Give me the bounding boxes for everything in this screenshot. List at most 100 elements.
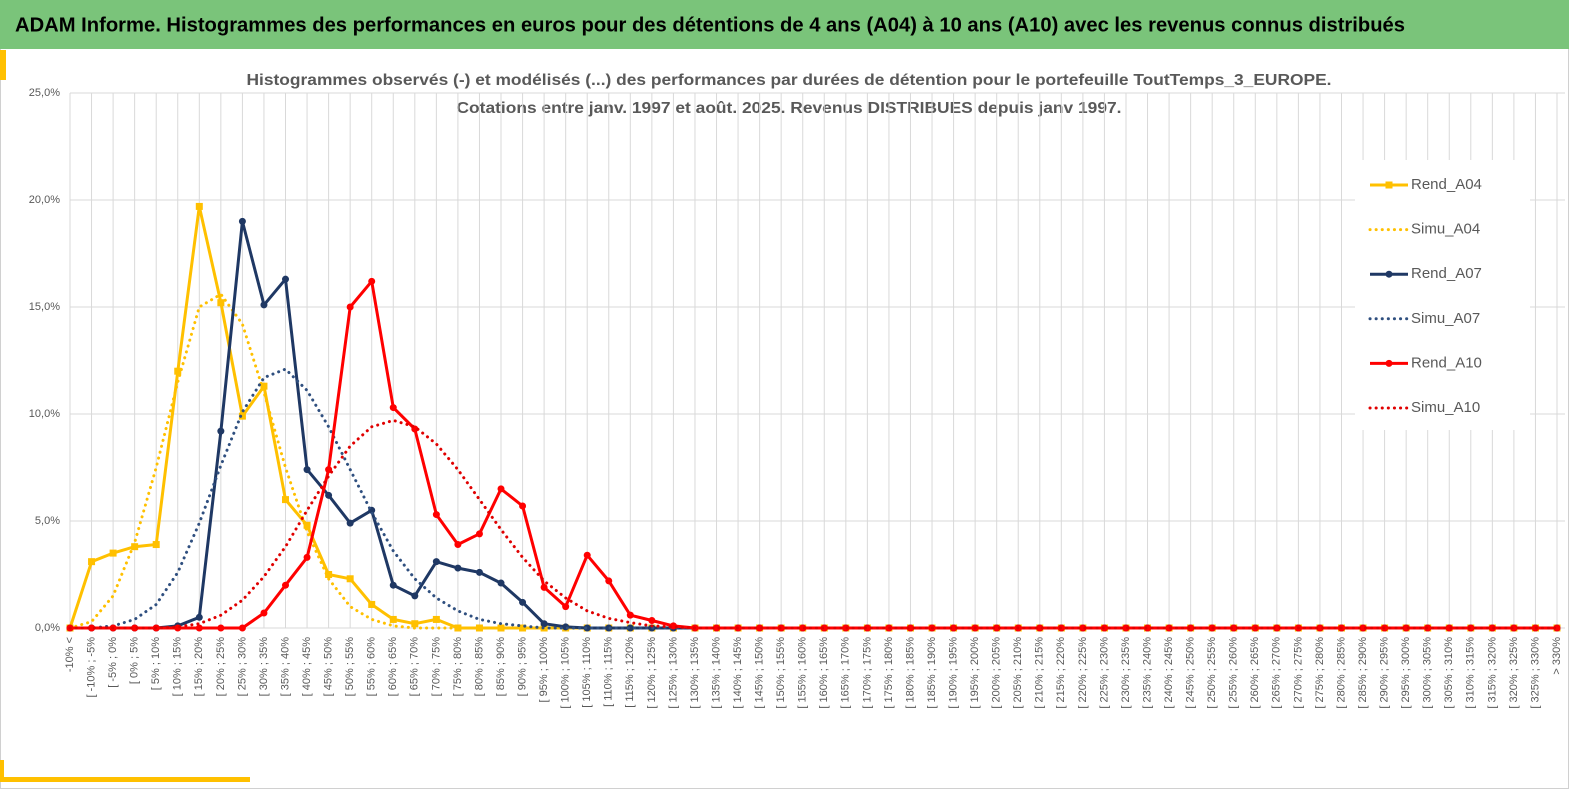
point	[411, 620, 419, 628]
x-tick-label: [ 100% ; 105%	[560, 637, 572, 709]
accent	[0, 760, 4, 782]
x-tick-label: [ 45% ; 50%	[323, 637, 335, 697]
point	[238, 217, 246, 225]
x-tick-label: [ 255% ; 260%	[1228, 637, 1240, 709]
point	[282, 275, 290, 283]
legend-label: Rend_A10	[1411, 354, 1482, 371]
point	[432, 615, 440, 623]
x-tick-label: [ 55% ; 60%	[366, 637, 378, 697]
point	[1510, 624, 1518, 632]
point	[540, 620, 548, 628]
point	[131, 543, 139, 551]
point	[1144, 624, 1152, 632]
x-tick-label: [ 20% ; 25%	[215, 637, 227, 697]
x-tick-label: [ -10% ; -5%	[85, 637, 97, 698]
legend-marker	[1385, 359, 1393, 367]
point	[519, 624, 527, 632]
point	[993, 624, 1001, 632]
y-tick-label: 5,0%	[35, 515, 60, 527]
x-tick-label: [ 90% ; 95%	[516, 637, 528, 697]
x-tick-label: [ 60% ; 65%	[387, 637, 399, 697]
point	[1273, 624, 1281, 632]
point	[303, 521, 311, 529]
page-title: ADAM Informe. Histogrammes des performan…	[15, 14, 1405, 36]
point	[950, 624, 958, 632]
x-tick-label: [ 125% ; 130%	[667, 637, 679, 709]
y-tick-label: 0,0%	[35, 622, 60, 634]
x-tick-label: [ 70% ; 75%	[430, 637, 442, 697]
x-tick-label: [ 10% ; 15%	[172, 637, 184, 697]
x-tick-label: [ 80% ; 85%	[473, 637, 485, 697]
x-tick-label: [ 185% ; 190%	[926, 637, 938, 709]
point	[497, 579, 505, 587]
point	[1036, 624, 1044, 632]
point	[1359, 624, 1367, 632]
x-tick-label: [ 230% ; 235%	[1120, 637, 1132, 709]
point	[174, 367, 182, 375]
legend-box	[1355, 160, 1530, 430]
point	[368, 600, 376, 608]
point	[626, 611, 634, 619]
point	[605, 577, 613, 585]
point	[389, 404, 397, 412]
point	[282, 496, 290, 504]
legend: Rend_A04 Simu_A04 Rend_A07 Simu_A07 Rend_A10…	[1355, 160, 1530, 430]
point	[626, 624, 634, 632]
point	[88, 624, 96, 632]
x-tick-label: [ 210% ; 215%	[1034, 637, 1046, 709]
accent	[0, 777, 250, 782]
x-tick-label: > 330%	[1551, 637, 1563, 675]
point	[346, 303, 354, 311]
y-tick-label: 10,0%	[29, 408, 60, 420]
point	[303, 553, 311, 561]
x-tick-label: [ 200% ; 205%	[991, 637, 1003, 709]
point	[519, 598, 527, 606]
x-tick-label: [ 15% ; 20%	[193, 637, 205, 697]
x-tick-label: [ 245% ; 250%	[1185, 637, 1197, 709]
point	[583, 551, 591, 559]
point	[906, 624, 914, 632]
x-tick-label: [ 120% ; 125%	[646, 637, 658, 709]
point	[713, 624, 721, 632]
point	[282, 581, 290, 589]
x-tick-label: [ 190% ; 195%	[947, 637, 959, 709]
x-tick-label: [ 225% ; 230%	[1098, 637, 1110, 709]
x-tick-label: [ 205% ; 210%	[1012, 637, 1024, 709]
x-tick-label: [ 300% ; 305%	[1422, 637, 1434, 709]
y-tick-label: 20,0%	[29, 194, 60, 206]
x-tick-label: [ 110% ; 115%	[603, 637, 615, 707]
legend-marker	[1385, 181, 1393, 189]
point	[217, 299, 225, 307]
x-tick-label: [ 50% ; 55%	[344, 637, 356, 697]
x-tick-label: [ 170% ; 175%	[861, 637, 873, 709]
series-line	[68, 418, 1559, 630]
legend-label: Simu_A04	[1411, 221, 1480, 238]
x-tick-label: [ 280% ; 285%	[1335, 637, 1347, 709]
x-tick-label: [ 260% ; 265%	[1249, 637, 1261, 709]
point	[1079, 624, 1087, 632]
chart-title: Histogrammes observés (-) et modélisés (…	[247, 72, 1332, 89]
point	[519, 502, 527, 510]
point	[411, 592, 419, 600]
x-tick-label: [ 235% ; 240%	[1141, 637, 1153, 709]
x-tick-label: [ 65% ; 70%	[409, 637, 421, 697]
x-tick-label: [ 140% ; 145%	[732, 637, 744, 709]
point	[799, 624, 807, 632]
point	[368, 277, 376, 285]
x-tick-label: [ 175% ; 180%	[883, 637, 895, 709]
x-tick-label: [ 270% ; 275%	[1292, 637, 1304, 709]
x-tick-label: [ 320% ; 325%	[1508, 637, 1520, 709]
x-tick-label: [ 240% ; 245%	[1163, 637, 1175, 709]
x-tick-label: [ 165% ; 170%	[840, 637, 852, 709]
x-tick-label: [ 95% ; 100%	[538, 637, 550, 703]
point	[475, 624, 483, 632]
x-tick-label: [ 30% ; 35%	[258, 637, 270, 697]
x-tick-label: [ 0% ; 5%	[129, 637, 141, 684]
point	[432, 511, 440, 519]
legend-label: Simu_A07	[1411, 310, 1480, 327]
point	[1187, 624, 1195, 632]
x-tick-label: [ 250% ; 255%	[1206, 637, 1218, 709]
x-tick-label: [ 5% ; 10%	[150, 637, 162, 690]
